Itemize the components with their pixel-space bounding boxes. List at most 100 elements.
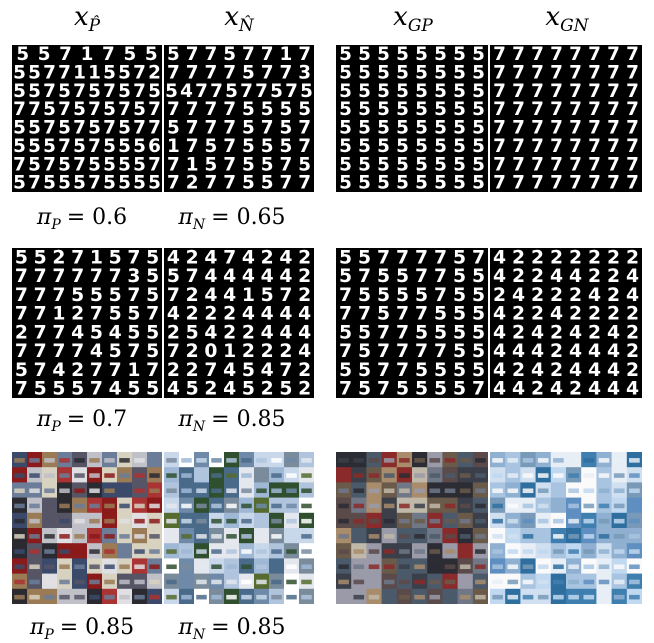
digit-sample: 7 (298, 45, 311, 65)
image-tile-object (507, 458, 519, 463)
digit-sample: 2 (607, 285, 620, 306)
image-tile-object (181, 564, 192, 570)
digit-sample: 2 (607, 266, 620, 287)
digit-sample: 5 (34, 379, 47, 398)
image-tile-object (301, 579, 312, 585)
image-tile-object (256, 518, 267, 524)
image-tile-object (301, 473, 312, 478)
image-tile-object (338, 594, 349, 600)
image-tile-object (613, 473, 625, 478)
digit-sample: 7 (298, 173, 311, 192)
digit-sample: 5 (103, 173, 116, 192)
digit-sample: 5 (472, 118, 485, 139)
image-tile-object (14, 473, 25, 478)
image-tile-object (149, 473, 160, 478)
digit-sample: 4 (569, 360, 582, 381)
image-tile-object (568, 579, 579, 585)
image-tile-object (166, 503, 177, 509)
digit-sample: 7 (588, 62, 601, 83)
image-tile-object (89, 579, 100, 585)
digit-sample: 5 (16, 45, 29, 65)
image-tile-object (74, 518, 85, 524)
digit-sample: 2 (550, 322, 563, 343)
image-tile-object (44, 473, 55, 478)
image-tile-object (429, 534, 441, 539)
digit-sample: 5 (396, 154, 409, 175)
digit-sample: 5 (472, 99, 485, 120)
image-tile-object (166, 518, 177, 524)
image-tile-object (383, 564, 395, 570)
digit-sample: 7 (531, 45, 544, 65)
class-prior-caption: πN = 0.85 (152, 615, 312, 643)
image-tile-object (553, 564, 564, 570)
digit-sample: 5 (453, 360, 466, 381)
image-tile-object (59, 473, 70, 478)
digit-sample: 5 (434, 62, 447, 83)
digit-sample: 4 (298, 341, 311, 362)
digit-sample: 7 (34, 266, 47, 287)
image-tile-object (429, 488, 441, 494)
digit-sample: 4 (550, 379, 563, 398)
digit-sample: 7 (73, 154, 86, 175)
digit-sample: 7 (167, 62, 180, 83)
image-tile-object (149, 503, 160, 509)
digit-sample: 7 (298, 118, 311, 139)
digit-sample: 7 (167, 173, 180, 192)
image-tile-object (583, 579, 595, 585)
digit-sample: 7 (626, 136, 639, 157)
digit-sample: 4 (261, 322, 274, 343)
digit-sample: 4 (493, 322, 506, 343)
digit-sample: 7 (339, 304, 352, 325)
image-tile-object (181, 534, 192, 539)
image-tile-object (74, 594, 85, 600)
image-tile-object (613, 503, 625, 509)
digit-sample: 4 (493, 379, 506, 398)
digit-sample: 4 (531, 322, 544, 343)
image-tile-object (338, 549, 349, 554)
digit-sample: 2 (261, 379, 274, 398)
digit-sample: 5 (434, 360, 447, 381)
digit-sample: 5 (472, 173, 485, 192)
digit-sample: 5 (339, 62, 352, 83)
digit-sample: 5 (339, 154, 352, 175)
digit-sample: 2 (204, 304, 217, 325)
image-tile-object (507, 488, 519, 494)
image-tile-object (74, 488, 85, 494)
image-tile-object (429, 458, 441, 463)
digit-sample: 7 (339, 285, 352, 306)
x-p-hat-car-images (12, 452, 162, 604)
digit-sample: 5 (118, 173, 131, 192)
image-tile-object (492, 549, 503, 554)
image-tile-object (368, 564, 380, 570)
digit-sample: 5 (339, 248, 352, 268)
image-tile-object (166, 594, 177, 600)
image-tile-object (256, 488, 267, 494)
digit-sample: 4 (493, 248, 506, 268)
image-tile-object (44, 503, 55, 509)
digit-sample: 5 (453, 322, 466, 343)
caption-subscript: P (51, 419, 61, 435)
digit-sample: 5 (28, 118, 41, 139)
digit-sample: 1 (186, 154, 199, 175)
image-tile-object (475, 579, 486, 585)
image-tile-object (196, 564, 207, 570)
digit-sample: 5 (339, 81, 352, 102)
digit-sample: 2 (512, 266, 525, 287)
digit-sample: 5 (148, 173, 161, 192)
image-tile-object (338, 564, 349, 570)
digit-sample: 5 (118, 118, 131, 139)
image-tile-object (338, 488, 349, 494)
image-tile-object (59, 564, 70, 570)
image-tile-object (59, 503, 70, 509)
digit-sample: 4 (52, 360, 65, 381)
image-tile-object (286, 549, 297, 554)
digit-sample: 7 (512, 136, 525, 157)
image-tile-object (226, 534, 237, 539)
class-prior-caption: πP = 0.85 (2, 615, 162, 643)
column-header-subscript: GP (407, 16, 433, 36)
digit-sample: 4 (223, 379, 236, 398)
digit-sample: 7 (472, 248, 485, 268)
image-tile-object (29, 488, 40, 494)
digit-sample: 5 (339, 173, 352, 192)
